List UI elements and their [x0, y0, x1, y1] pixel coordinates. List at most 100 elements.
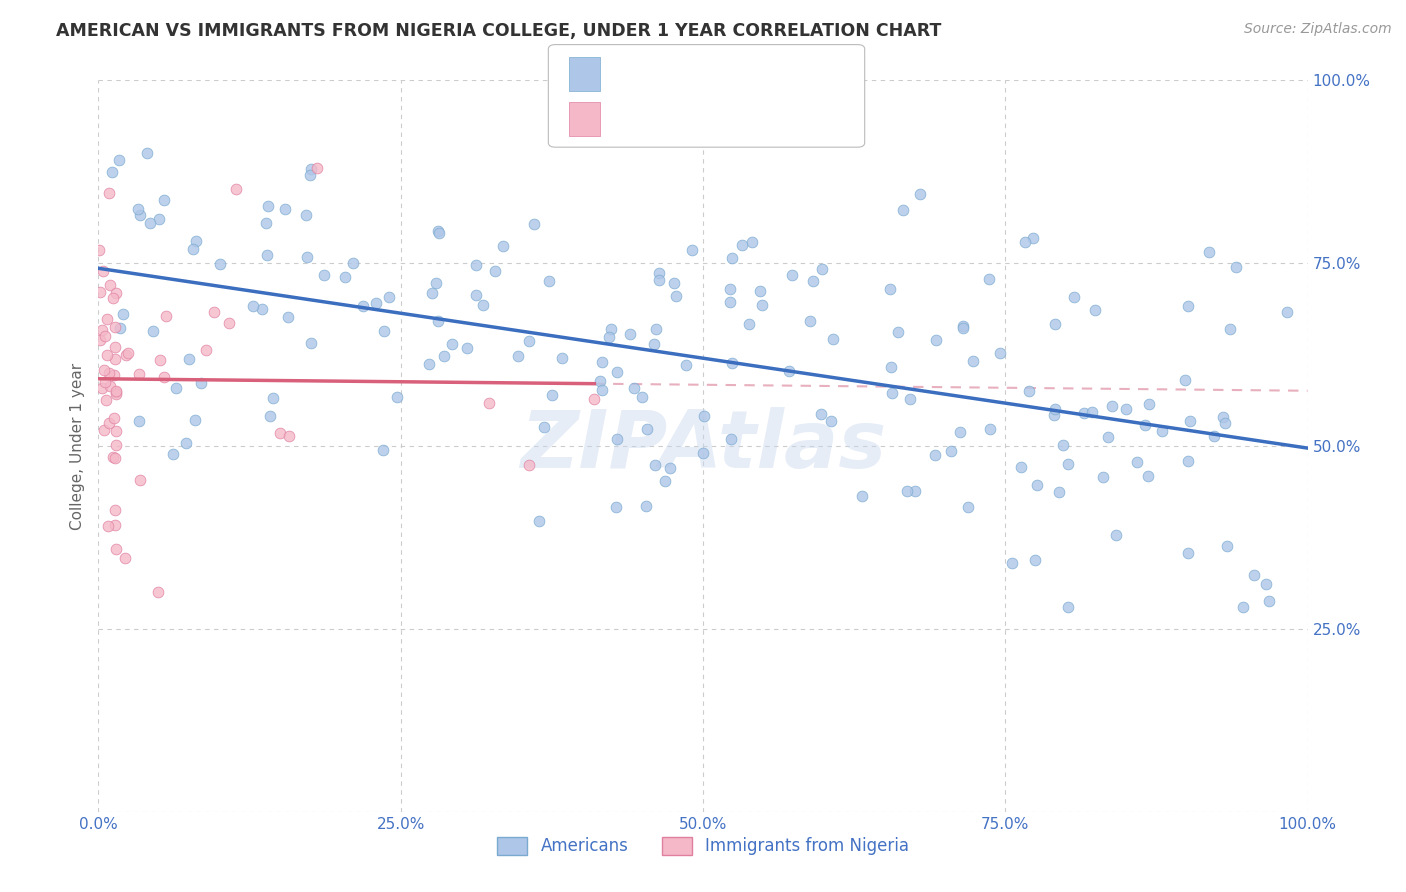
- Point: [128, 414, 150, 428]
- Point: [162, 448, 184, 462]
- Point: [751, 298, 773, 312]
- Point: [89, 334, 111, 348]
- Point: [741, 235, 763, 249]
- Point: [342, 256, 364, 270]
- Point: [478, 396, 501, 410]
- Point: [262, 391, 284, 405]
- Point: [1115, 401, 1137, 416]
- Point: [93, 423, 115, 437]
- Point: [142, 324, 165, 338]
- Point: [94, 393, 117, 408]
- Point: [891, 203, 914, 218]
- Point: [194, 343, 217, 358]
- Point: [299, 161, 322, 176]
- Point: [898, 392, 921, 406]
- Point: [506, 349, 529, 363]
- Point: [1177, 299, 1199, 313]
- Point: [1105, 528, 1128, 542]
- Point: [799, 314, 821, 328]
- Point: [471, 298, 494, 312]
- Point: [1212, 410, 1234, 425]
- Point: [778, 364, 800, 378]
- Point: [108, 153, 131, 168]
- Point: [1258, 594, 1281, 608]
- Point: [949, 425, 972, 439]
- Point: [181, 242, 204, 256]
- Point: [465, 258, 488, 272]
- Point: [105, 541, 128, 556]
- Point: [295, 250, 318, 264]
- Point: [1174, 373, 1197, 387]
- Point: [184, 234, 207, 248]
- Point: [208, 257, 231, 271]
- Point: [1198, 245, 1220, 260]
- Point: [385, 390, 408, 404]
- Point: [91, 264, 114, 278]
- Point: [97, 367, 120, 381]
- Point: [749, 284, 772, 298]
- Point: [1213, 416, 1236, 430]
- Point: [128, 368, 150, 382]
- Point: [1047, 484, 1070, 499]
- Point: [540, 387, 562, 401]
- Point: [277, 310, 299, 325]
- Point: [1137, 469, 1160, 483]
- Text: N =: N =: [704, 65, 752, 83]
- Point: [623, 381, 645, 395]
- Point: [908, 186, 931, 201]
- Point: [97, 519, 120, 533]
- Point: [643, 337, 665, 351]
- Point: [664, 276, 686, 290]
- Point: [98, 186, 121, 201]
- Point: [675, 358, 697, 372]
- Point: [314, 268, 336, 282]
- Point: [104, 451, 127, 466]
- Point: [605, 500, 627, 515]
- Point: [962, 354, 984, 368]
- Point: [104, 320, 127, 334]
- Point: [152, 193, 174, 207]
- Text: 0.099: 0.099: [643, 110, 707, 128]
- Point: [427, 314, 450, 328]
- Point: [1150, 424, 1173, 438]
- Point: [146, 585, 169, 599]
- Point: [644, 458, 666, 472]
- Point: [278, 429, 301, 443]
- Text: 55: 55: [761, 110, 796, 128]
- Point: [880, 360, 903, 375]
- Point: [731, 237, 754, 252]
- Point: [373, 442, 395, 457]
- Point: [1097, 430, 1119, 444]
- Point: [105, 384, 128, 399]
- Point: [1018, 384, 1040, 398]
- Point: [90, 381, 112, 395]
- Point: [527, 514, 550, 528]
- Point: [427, 226, 450, 240]
- Point: [636, 422, 658, 436]
- Point: [259, 409, 281, 423]
- Point: [433, 349, 456, 363]
- Point: [1043, 401, 1066, 416]
- Point: [103, 340, 125, 354]
- Point: [177, 351, 200, 366]
- Point: [127, 202, 149, 217]
- Point: [378, 290, 401, 304]
- Point: [117, 346, 139, 360]
- Y-axis label: College, Under 1 year: College, Under 1 year: [70, 362, 86, 530]
- Point: [104, 503, 127, 517]
- Point: [1101, 399, 1123, 413]
- Point: [184, 413, 207, 427]
- Point: [98, 278, 121, 293]
- Text: AMERICAN VS IMMIGRANTS FROM NIGERIA COLLEGE, UNDER 1 YEAR CORRELATION CHART: AMERICAN VS IMMIGRANTS FROM NIGERIA COLL…: [56, 22, 942, 40]
- Point: [1275, 305, 1298, 319]
- Point: [103, 291, 125, 305]
- Point: [98, 378, 121, 392]
- Point: [112, 307, 135, 321]
- Point: [924, 448, 946, 462]
- Point: [583, 392, 606, 406]
- Point: [139, 216, 162, 230]
- Point: [174, 436, 197, 450]
- Point: [104, 438, 127, 452]
- Point: [129, 473, 152, 487]
- Point: [589, 374, 612, 388]
